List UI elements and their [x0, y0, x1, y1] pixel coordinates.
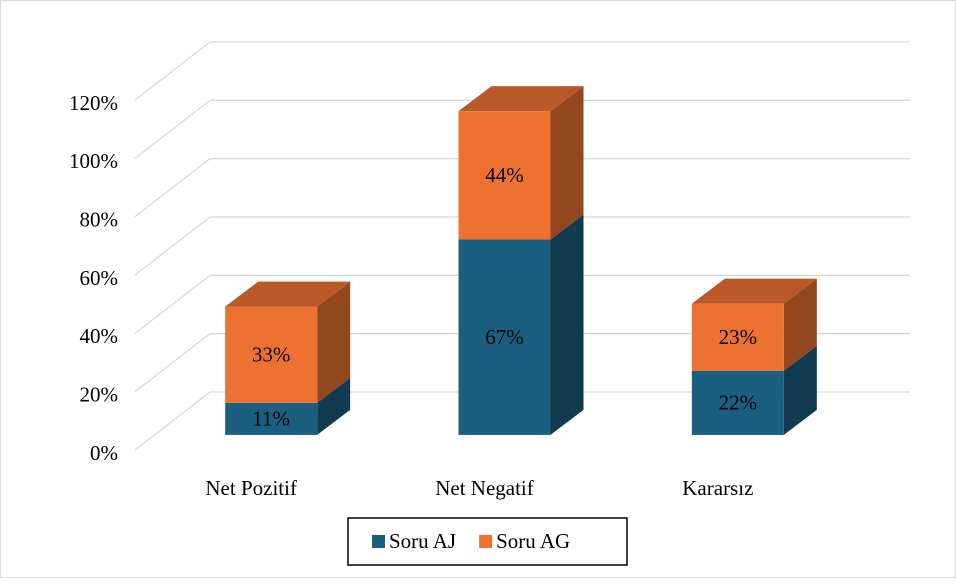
data-label: 33% [252, 343, 291, 367]
bar-top [691, 278, 817, 304]
grid-line-depth [134, 333, 211, 393]
grid-line-depth [134, 41, 211, 101]
data-label: 23% [719, 325, 758, 349]
legend-swatch [372, 535, 385, 548]
data-label: 67% [485, 325, 524, 349]
x-tick-label: Net Pozitif [205, 476, 297, 500]
y-tick-label: 80% [80, 207, 119, 231]
data-label: 22% [719, 391, 758, 415]
y-tick-label: 120% [69, 91, 118, 115]
legend-box [347, 517, 628, 566]
legend-swatch [479, 535, 493, 548]
grid-line-depth [134, 158, 211, 218]
grid-line-depth [134, 99, 211, 159]
bar-side [550, 214, 584, 435]
bar [225, 402, 318, 435]
bar [691, 303, 784, 371]
bar-side [550, 86, 584, 240]
y-tick-label: 60% [80, 266, 119, 290]
data-label: 11% [252, 407, 290, 431]
bar-top [225, 281, 351, 307]
legend-label: Soru AG [496, 529, 570, 553]
grid-line-depth [134, 216, 211, 276]
x-tick-label: Net Negatif [435, 476, 534, 500]
bar [458, 111, 551, 240]
grid-line-depth [134, 274, 211, 334]
y-tick-label: 40% [80, 324, 119, 348]
x-tick-label: Kararsız [682, 476, 753, 500]
grid-line-depth [134, 391, 211, 451]
bar [225, 306, 318, 403]
bar-side [317, 281, 351, 403]
y-tick-label: 0% [90, 441, 118, 465]
bar-side [317, 377, 351, 435]
data-label: 44% [485, 163, 524, 187]
bar-side [783, 345, 817, 435]
bar-side [783, 278, 817, 371]
legend-label: Soru AJ [389, 529, 456, 553]
y-tick-label: 100% [69, 149, 118, 173]
bar [458, 239, 551, 435]
bar [691, 370, 784, 435]
y-tick-label: 20% [80, 382, 119, 406]
bar-top [458, 86, 584, 112]
